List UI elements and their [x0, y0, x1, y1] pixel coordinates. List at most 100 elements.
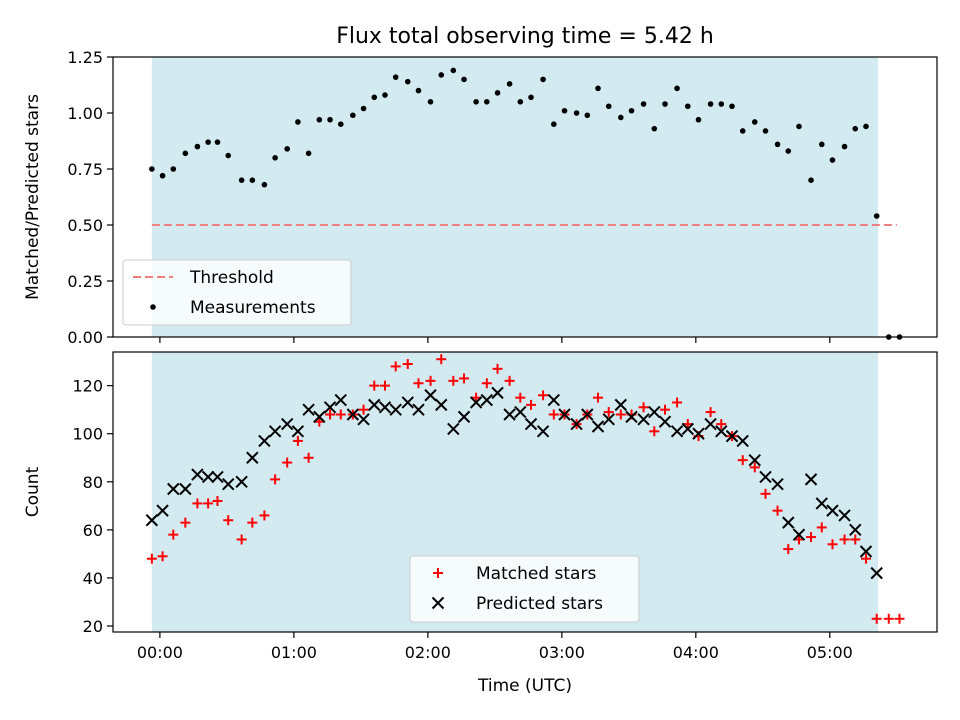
- measurement-point: [739, 128, 746, 134]
- predicted-star-point: [591, 420, 605, 433]
- measurement-point: [651, 125, 658, 132]
- measurement-point: [316, 116, 323, 123]
- y-tick-label: 0.75: [67, 160, 103, 179]
- measurement-point: [461, 76, 467, 83]
- matched-star-point: [672, 397, 683, 408]
- measurement-point: [392, 74, 399, 80]
- predicted-star-point: [457, 410, 471, 424]
- predicted-star-point: [179, 482, 192, 496]
- matched-star-point: [538, 390, 549, 401]
- measurement-point: [170, 166, 177, 172]
- predicted-star-point: [692, 427, 705, 440]
- predicted-star-point: [670, 425, 684, 438]
- predicted-star-point: [736, 434, 749, 448]
- matched-star-point: [303, 452, 314, 463]
- matched-star-point: [448, 375, 459, 386]
- y-tick-label: 1.25: [67, 48, 103, 67]
- measurement-point: [337, 121, 344, 127]
- measurement-point: [628, 107, 635, 114]
- matched-star-point: [413, 378, 424, 389]
- predicted-star-point: [222, 477, 235, 491]
- matched-star-point: [292, 435, 303, 446]
- measurement-point: [573, 110, 580, 116]
- legend-label-threshold: Threshold: [189, 268, 274, 288]
- y-tick-label: 0.25: [67, 272, 103, 291]
- measurement-point: [261, 181, 268, 188]
- matched-star-point: [282, 457, 293, 468]
- predicted-star-point: [401, 396, 414, 409]
- matched-star-point: [379, 380, 390, 391]
- matched-star-point: [638, 402, 649, 413]
- matched-star-point: [660, 404, 671, 415]
- predicted-star-point: [156, 504, 169, 517]
- matched-star-point: [212, 496, 223, 507]
- matched-star-point: [335, 409, 346, 420]
- measurement-point: [617, 114, 624, 121]
- predicted-star-point: [625, 410, 638, 424]
- panel-ratio: 0.00 0.25 0.50 0.75 1.00 1.25 Matched/Predict…: [23, 48, 938, 347]
- predicted-star-point: [246, 451, 259, 464]
- measurement-point: [517, 99, 524, 105]
- legend-top: Threshold Measurements: [122, 259, 352, 326]
- y-tick-label: 40: [83, 569, 103, 588]
- legend-x-marker: [431, 596, 445, 610]
- matched-star-point: [548, 409, 559, 420]
- matched-star-point: [526, 399, 537, 410]
- matched-star-point: [504, 375, 515, 386]
- matched-star-point: [492, 363, 503, 374]
- measurement-point: [484, 99, 490, 105]
- measurement-point: [371, 94, 378, 101]
- predicted-star-point: [748, 453, 761, 467]
- panel-count: 20 40 60 80 100 120 00:00 01:00 02:00 03:00 04:00…: [23, 351, 938, 696]
- measurement-point: [751, 119, 758, 125]
- matched-star-point: [894, 613, 905, 624]
- predicted-star-point: [503, 408, 516, 421]
- measurement-point: [350, 112, 356, 119]
- matched-star-point: [649, 426, 660, 437]
- matched-star-point: [180, 517, 191, 528]
- measurement-point: [729, 103, 735, 110]
- matched-star-point: [314, 416, 325, 427]
- predicted-star-point: [792, 528, 806, 541]
- measurement-point: [382, 92, 388, 98]
- y-tick-label: 1.00: [67, 104, 103, 123]
- predicted-star-point: [235, 475, 248, 488]
- measurement-point: [305, 150, 312, 157]
- predicted-star-point: [412, 403, 425, 416]
- measurement-point: [295, 119, 301, 125]
- measurement-point: [194, 143, 201, 150]
- predicted-star-point: [191, 468, 204, 481]
- measurement-point: [662, 101, 668, 107]
- predicted-star-point: [826, 504, 839, 517]
- matched-star-point: [783, 544, 794, 555]
- x-tick-label: 00:00: [137, 643, 183, 662]
- matched-star-point: [192, 498, 203, 509]
- predicted-star-point: [323, 401, 337, 414]
- axes-frame-bottom: [112, 351, 938, 633]
- measurement-point: [360, 105, 367, 112]
- predicted-star-point: [547, 393, 561, 407]
- predicted-star-point: [658, 415, 672, 428]
- matched-star-point: [259, 510, 270, 521]
- measurement-point: [841, 143, 848, 150]
- matched-star-point: [705, 407, 716, 418]
- matched-star-point: [325, 409, 336, 420]
- matched-star-point: [481, 378, 492, 389]
- matched-star-point: [168, 529, 179, 540]
- measurement-point: [506, 81, 513, 87]
- predicted-star-point: [614, 398, 628, 412]
- predicted-star-point: [859, 545, 873, 558]
- measurement-point: [873, 213, 880, 219]
- measurement-point: [528, 94, 534, 101]
- measurement-point: [707, 101, 714, 107]
- matched-star-point: [760, 488, 771, 499]
- predicted-star-point: [581, 408, 594, 421]
- legend-label-matched: Matched stars: [476, 564, 596, 584]
- predicted-star-point: [602, 413, 615, 426]
- measurement-point: [494, 90, 501, 96]
- matched-star-point: [716, 419, 727, 430]
- measurement-point: [159, 172, 166, 179]
- predicted-star-point: [424, 389, 437, 402]
- measurement-point: [473, 99, 479, 105]
- predicted-star-point: [681, 422, 694, 436]
